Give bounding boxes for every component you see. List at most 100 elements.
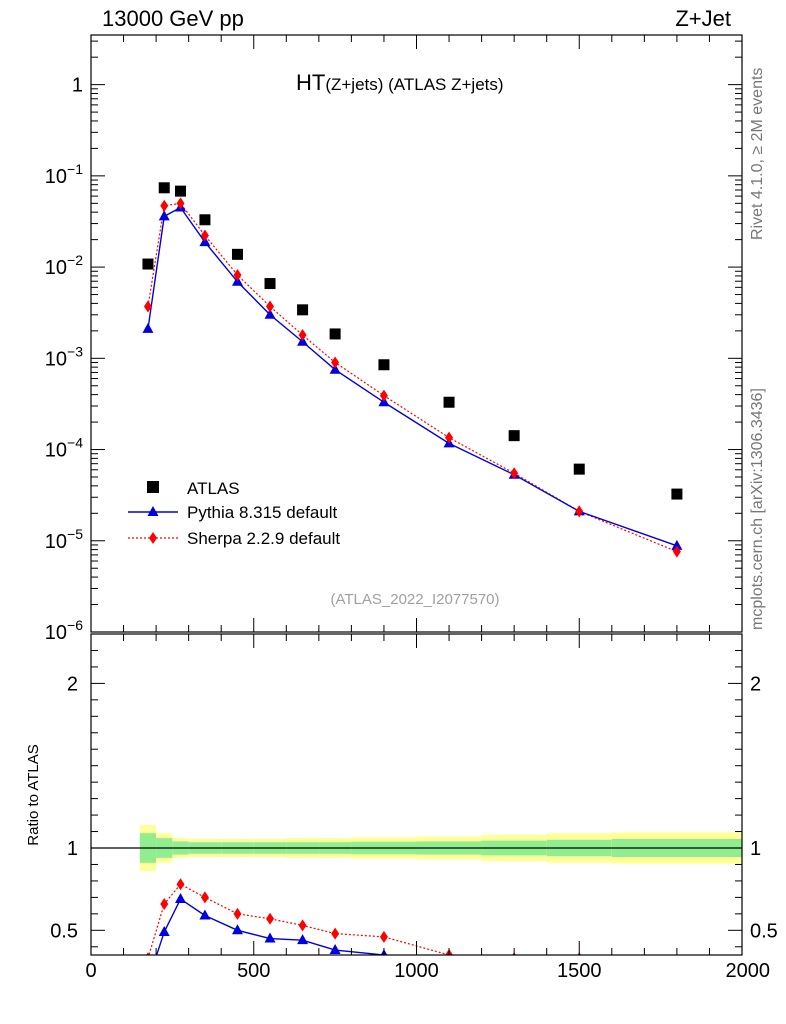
sherpa-ratio-point bbox=[160, 897, 169, 910]
pythia-point bbox=[264, 308, 276, 319]
sherpa-point bbox=[672, 545, 681, 558]
ratio-xtick-label: 2000 bbox=[726, 960, 771, 982]
ratio-ytick-label-left: 1 bbox=[67, 838, 78, 860]
atlas-point bbox=[142, 258, 154, 270]
main-ytick-exponent: −6 bbox=[67, 617, 83, 633]
sherpa-ratio-point bbox=[673, 957, 681, 969]
ratio-xtick-label: 0 bbox=[85, 960, 96, 982]
main-ytick-exponent: −1 bbox=[67, 161, 83, 177]
ratio-xtick-label: 500 bbox=[237, 960, 270, 982]
sherpa-ratio-point bbox=[233, 907, 242, 920]
atlas-point bbox=[297, 304, 309, 316]
sherpa-line bbox=[147, 202, 678, 553]
atlas-point bbox=[378, 359, 390, 371]
main-ytick-mantissa: 10 bbox=[45, 531, 67, 553]
sherpa-point bbox=[176, 197, 185, 210]
main-ytick-label: 10−2 bbox=[45, 252, 83, 279]
pythia-ratio-point bbox=[199, 909, 211, 920]
atlas-point bbox=[175, 185, 187, 197]
atlas-point bbox=[508, 430, 520, 442]
plot-title-main: HT bbox=[296, 70, 325, 95]
main-ytick-label: 10−4 bbox=[45, 435, 83, 462]
sherpa-point bbox=[445, 431, 454, 444]
header-right: Z+Jet bbox=[675, 6, 731, 31]
main-ytick-exponent: −2 bbox=[67, 252, 83, 268]
ratio-xtick-label: 1500 bbox=[557, 960, 602, 982]
atlas-point bbox=[158, 182, 170, 194]
ratio-ytick-label-right: 2 bbox=[750, 673, 761, 695]
pythia-ratio-point bbox=[175, 893, 187, 904]
sherpa-point bbox=[331, 356, 340, 369]
pythia-ratio-point bbox=[297, 934, 309, 945]
legend-label-pythia: Pythia 8.315 default bbox=[187, 503, 338, 522]
atlas-point bbox=[329, 328, 341, 340]
pythia-point bbox=[142, 322, 154, 333]
atlas-point bbox=[264, 278, 276, 290]
mcplots-label: mcplots.cern.ch [arXiv:1306.3436] bbox=[749, 388, 766, 630]
sherpa-ratio-point bbox=[176, 878, 185, 891]
pythia-ratio-point bbox=[264, 932, 276, 943]
ratio-ylabel: Ratio to ATLAS bbox=[25, 744, 42, 845]
ratio-ytick-label-left: 2 bbox=[67, 673, 78, 695]
legend-label-atlas: ATLAS bbox=[187, 479, 240, 498]
atlas-point bbox=[443, 396, 455, 408]
sherpa-point bbox=[233, 268, 242, 281]
sherpa-point bbox=[160, 199, 169, 212]
main-ytick-label: 10−5 bbox=[45, 526, 83, 553]
main-ytick-mantissa: 10 bbox=[45, 166, 67, 188]
main-ytick-mantissa: 10 bbox=[45, 348, 67, 370]
pythia-ratio-point bbox=[231, 924, 243, 935]
pythia-point bbox=[329, 363, 341, 374]
main-ytick-mantissa: 10 bbox=[45, 622, 67, 644]
legend-marker-atlas bbox=[147, 481, 159, 493]
ratio-xtick-label: 1000 bbox=[394, 960, 439, 982]
main-ytick-label: 10−3 bbox=[45, 343, 83, 370]
sherpa-point bbox=[510, 467, 519, 480]
main-ytick-label: 1 bbox=[72, 75, 83, 97]
plot-title-sub: (Z+jets) (ATLAS Z+jets) bbox=[325, 75, 503, 94]
pythia-ratio-point bbox=[671, 957, 682, 967]
main-ytick-exponent: −3 bbox=[67, 343, 83, 359]
atlas-point bbox=[199, 214, 211, 226]
rivet-label: Rivet 4.1.0, ≥ 2M events bbox=[749, 68, 766, 240]
sherpa-point bbox=[200, 229, 209, 242]
ratio-ytick-label-left: 0.5 bbox=[50, 920, 78, 942]
plot-title: HT(Z+jets) (ATLAS Z+jets) bbox=[296, 70, 504, 95]
sherpa-ratio-line bbox=[148, 883, 461, 955]
analysis-watermark: (ATLAS_2022_I2077570) bbox=[330, 591, 499, 608]
pythia-ratio-point bbox=[158, 925, 170, 936]
sherpa-ratio-point bbox=[266, 912, 275, 925]
ratio-ytick-label-right: 1 bbox=[750, 838, 761, 860]
pythia-point bbox=[158, 210, 170, 221]
ratio-frame bbox=[90, 633, 743, 956]
sherpa-point bbox=[575, 505, 584, 518]
sherpa-ratio-point bbox=[298, 919, 307, 932]
sherpa-point bbox=[143, 300, 152, 313]
legend-marker-sherpa bbox=[149, 532, 157, 544]
main-ytick-exponent: −5 bbox=[67, 526, 83, 542]
pythia-ratio-point bbox=[329, 944, 341, 955]
legend-marker-pythia bbox=[147, 506, 159, 516]
main-ytick-label: 10−6 bbox=[45, 617, 83, 644]
ratio-ytick-label-right: 0.5 bbox=[750, 920, 778, 942]
pythia-point bbox=[671, 539, 683, 550]
sherpa-point bbox=[379, 389, 388, 402]
main-ytick-mantissa: 10 bbox=[45, 440, 67, 462]
legend-label-sherpa: Sherpa 2.2.9 default bbox=[187, 529, 340, 548]
pythia-ratio-point bbox=[142, 975, 153, 985]
legend: ATLAS Pythia 8.315 default Sherpa 2.2.9 … bbox=[128, 479, 340, 548]
main-ytick-exponent: −4 bbox=[67, 435, 83, 451]
main-ytick-mantissa: 10 bbox=[45, 257, 67, 279]
sherpa-ratio-point bbox=[379, 930, 388, 943]
atlas-point bbox=[671, 488, 683, 500]
header-left: 13000 GeV pp bbox=[102, 6, 244, 31]
atlas-point bbox=[573, 463, 585, 475]
sherpa-point bbox=[266, 300, 275, 313]
sherpa-point bbox=[298, 329, 307, 342]
atlas-point bbox=[231, 248, 243, 260]
main-ytick-label: 10−1 bbox=[45, 161, 83, 188]
sherpa-ratio-point bbox=[331, 927, 340, 940]
sherpa-ratio-point bbox=[146, 952, 150, 955]
main-ytick-mantissa: 1 bbox=[72, 75, 83, 97]
